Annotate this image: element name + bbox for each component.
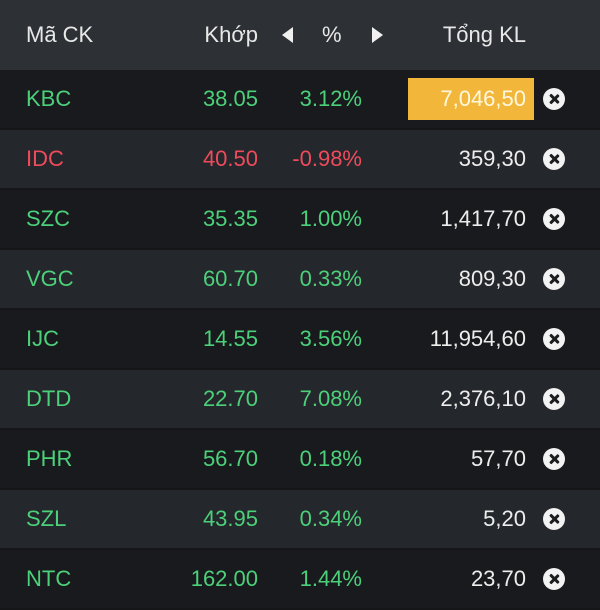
table-row[interactable]: IDC 40.50 -0.98% 359,30 — [0, 130, 600, 190]
table-row[interactable]: VGC 60.70 0.33% 809,30 — [0, 250, 600, 310]
table-row[interactable]: IJC 14.55 3.56% 11,954,60 — [0, 310, 600, 370]
total-volume-value: 809,30 — [458, 266, 526, 291]
remove-icon[interactable] — [543, 208, 565, 230]
table-row[interactable]: PHR 56.70 0.18% 57,70 — [0, 430, 600, 490]
table-row[interactable]: SZC 35.35 1.00% 1,417,70 — [0, 190, 600, 250]
change-percent: 1.44% — [299, 566, 362, 591]
change-percent: 1.00% — [299, 206, 362, 231]
remove-icon[interactable] — [543, 88, 565, 110]
total-volume-value: 1,417,70 — [440, 206, 526, 231]
total-volume: 809,30 — [400, 250, 526, 308]
total-volume: 23,70 — [400, 550, 526, 608]
match-price: 38.05 — [202, 86, 258, 111]
caret-left-icon — [282, 27, 293, 43]
change-percent: 0.18% — [299, 446, 362, 471]
caret-right-icon — [372, 27, 383, 43]
change-percent: 0.34% — [299, 506, 362, 531]
watchlist-header: Mã CK Khớp % Tổng KL — [0, 0, 600, 70]
stock-symbol[interactable]: NTC — [26, 566, 72, 591]
column-header-percent[interactable]: % — [322, 22, 342, 47]
total-volume: 5,20 — [400, 490, 526, 548]
column-header-symbol[interactable]: Mã CK — [26, 22, 94, 47]
stock-symbol[interactable]: DTD — [26, 386, 72, 411]
column-header-volume[interactable]: Tổng KL — [442, 22, 526, 47]
match-price: 14.55 — [202, 326, 258, 351]
change-percent: 3.12% — [299, 86, 362, 111]
total-volume-value: 23,70 — [470, 566, 526, 591]
match-price: 43.95 — [202, 506, 258, 531]
change-percent: 3.56% — [299, 326, 362, 351]
column-header-price[interactable]: Khớp — [204, 22, 258, 47]
stock-symbol[interactable]: IDC — [26, 146, 64, 171]
total-volume: 359,30 — [400, 130, 526, 188]
table-row[interactable]: SZL 43.95 0.34% 5,20 — [0, 490, 600, 550]
scroll-columns-left-button[interactable] — [282, 0, 296, 70]
change-percent: -0.98% — [292, 146, 362, 171]
scroll-columns-right-button[interactable] — [370, 0, 384, 70]
remove-icon[interactable] — [543, 388, 565, 410]
total-volume-value: 2,376,10 — [440, 386, 526, 411]
table-row[interactable]: DTD 22.70 7.08% 2,376,10 — [0, 370, 600, 430]
total-volume: 2,376,10 — [400, 370, 526, 428]
stock-symbol[interactable]: KBC — [26, 86, 72, 111]
remove-icon[interactable] — [543, 268, 565, 290]
match-price: 40.50 — [202, 146, 258, 171]
match-price: 56.70 — [202, 446, 258, 471]
total-volume-value: 5,20 — [483, 506, 526, 531]
total-volume-value: 57,70 — [470, 446, 526, 471]
change-percent: 0.33% — [299, 266, 362, 291]
total-volume-value: 7,046,50 — [440, 86, 526, 111]
table-row[interactable]: NTC 162.00 1.44% 23,70 — [0, 550, 600, 610]
total-volume-value: 359,30 — [458, 146, 526, 171]
stock-symbol[interactable]: PHR — [26, 446, 73, 471]
total-volume: 7,046,50 — [408, 78, 534, 120]
match-price: 22.70 — [202, 386, 258, 411]
change-percent: 7.08% — [299, 386, 362, 411]
stock-symbol[interactable]: SZL — [26, 506, 67, 531]
total-volume: 11,954,60 — [400, 310, 526, 368]
watchlist-table: KBC 38.05 3.12% 7,046,50 IDC 40.50 -0.98… — [0, 70, 600, 610]
match-price: 162.00 — [190, 566, 258, 591]
total-volume: 57,70 — [400, 430, 526, 488]
stock-symbol[interactable]: SZC — [26, 206, 70, 231]
remove-icon[interactable] — [543, 328, 565, 350]
match-price: 35.35 — [202, 206, 258, 231]
stock-symbol[interactable]: IJC — [26, 326, 59, 351]
remove-icon[interactable] — [543, 508, 565, 530]
total-volume-value: 11,954,60 — [429, 326, 526, 351]
total-volume: 1,417,70 — [400, 190, 526, 248]
remove-icon[interactable] — [543, 568, 565, 590]
remove-icon[interactable] — [543, 148, 565, 170]
match-price: 60.70 — [202, 266, 258, 291]
table-row[interactable]: KBC 38.05 3.12% 7,046,50 — [0, 70, 600, 130]
remove-icon[interactable] — [543, 448, 565, 470]
stock-symbol[interactable]: VGC — [26, 266, 74, 291]
